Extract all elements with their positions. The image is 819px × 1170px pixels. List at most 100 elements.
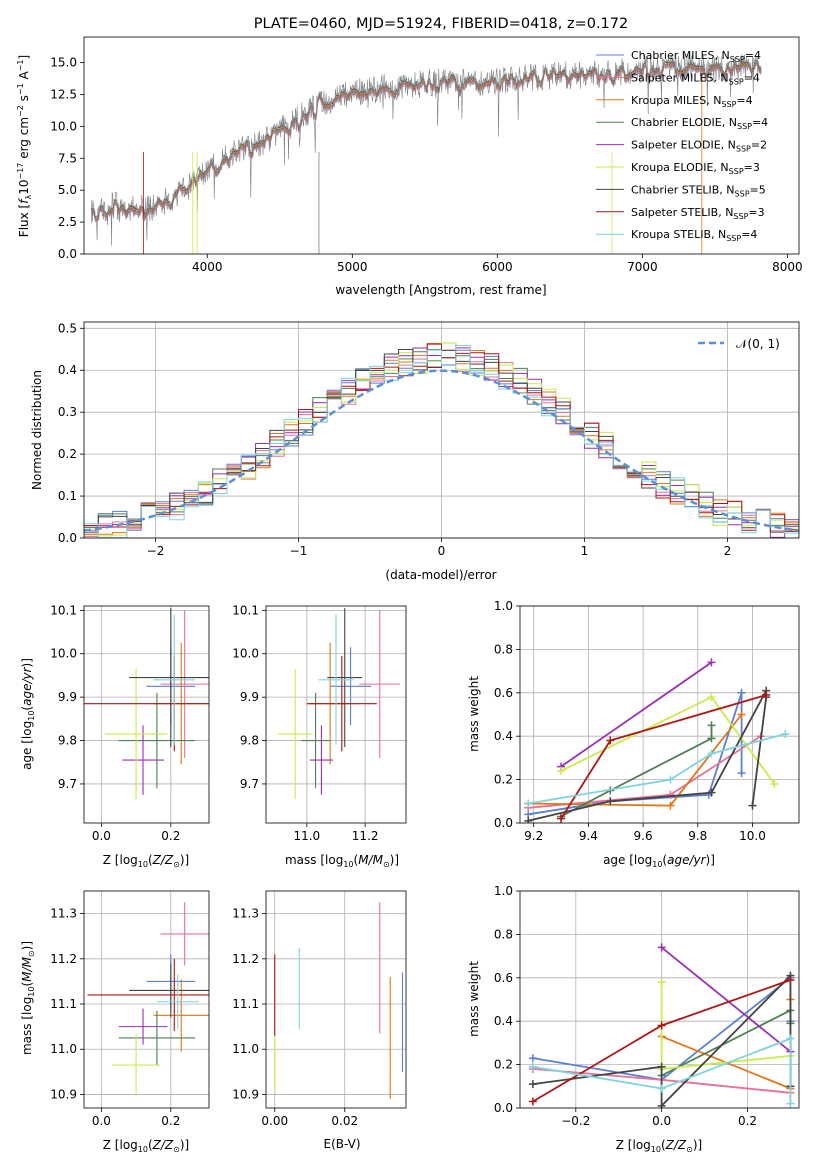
label-part: Chabrier MILES, N [631,49,730,62]
error-bar [156,974,199,1029]
label-part: −17 [16,163,25,180]
normed-distribution-panel: −2 −1 0 1 2 0.0 0.1 0.2 0.3 0.4 0.5 𝒩(0, 1) (data-mo… [30,321,800,582]
y-axis-label: Flux [fλ10−17 erg cm−2 s−1 A−1] [16,55,33,237]
plus-marker [557,814,566,823]
plot-area [274,902,404,1099]
label-part: Z/Z [152,1138,174,1152]
mass-weight-vs-Z-panel: −0.2 0.0 0.2 0.0 0.2 0.4 0.6 0.8 1.0 Z [log10(Z/Z… [467,884,800,1154]
y-tick-label: 0.6 [494,686,513,700]
error-bar [309,725,334,795]
y-tick-label: 0.2 [494,1058,513,1072]
error-bar [277,668,313,800]
label-part: =2 [751,139,767,152]
x-axis-label: E(B-V) [323,1137,360,1151]
plus-marker [666,790,675,799]
x-tick-label: 0 [438,544,446,558]
label-part: =4 [744,71,760,84]
plus-marker [707,749,716,758]
label-part: Z [log [616,1138,651,1152]
y-tick-label: 11.2 [50,952,77,966]
error-bar [153,614,196,745]
y-tick-label: 0.3 [58,405,77,419]
label-part: )] [180,1138,189,1152]
label-part: erg cm [17,117,31,163]
plus-marker [657,1084,666,1093]
label-part: Chabrier ELODIE, N [631,116,737,129]
label-part: Kroupa MILES, N [631,94,721,107]
plus-marker [666,801,675,810]
label-part: M/M [358,853,383,867]
mass-weight-line [661,999,792,1090]
y-tick-label: 9.7 [240,777,259,791]
error-bar [129,608,209,748]
x-tick-label: 10.0 [739,829,766,843]
label-part: Flux [ [17,204,31,237]
label-part: −1 [16,59,25,71]
label-part: ⊙ [27,950,36,957]
plus-marker [524,816,533,823]
label-part: 10 [27,986,36,996]
label-part: mass [log [285,853,343,867]
y-tick-label: 9.9 [240,690,259,704]
plus-marker [707,734,716,743]
error-bar [318,614,354,745]
x-tick-label: 9.8 [688,829,707,843]
plus-marker [762,690,771,699]
error-bar [160,610,209,758]
x-tick-label: 5000 [337,260,368,274]
plot-area [84,608,209,800]
legend-label: Chabrier MILES, NSSP=4 [631,49,761,64]
label-part: SSP [721,100,736,109]
label-part: 10 [138,860,148,869]
y-tick-label: 10.0 [232,647,259,661]
plus-marker [657,1062,666,1071]
plot-area [87,902,209,1097]
label-part: ⊙ [173,1145,180,1154]
y-tick-label: 2.5 [58,215,77,229]
label-part: 10 [343,860,353,869]
plus-marker [786,1034,795,1043]
label-part: )] [390,853,399,867]
y-tick-label: 11.0 [232,1042,259,1056]
label-part: ( [20,706,34,711]
label-part: ( [148,1138,153,1152]
x-axis-label: (data-model)/error [385,568,496,582]
y-axis-label: mass weight [467,961,481,1037]
y-tick-label: 10.9 [232,1087,259,1101]
plus-marker [606,797,615,806]
x-tick-label: 7000 [627,260,658,274]
label-part: SSP [737,122,752,131]
x-axis-label: Z [log10(Z/Z⊙)] [103,853,189,869]
model-spectrum [91,57,762,217]
label-part: age [log [20,721,34,770]
axes-frame [265,605,407,824]
label-part: Z [log [103,853,138,867]
grid [266,891,406,1108]
legend-label: Salpeter ELODIE, NSSP=2 [631,139,767,154]
y-tick-label: 0.8 [494,642,513,656]
axes-frame [83,36,800,255]
plus-marker [524,799,533,808]
plus-marker [786,1099,795,1108]
plus-marker [770,779,779,788]
axes-frame [519,890,800,1109]
y-tick-label: 0.6 [494,971,513,985]
label-part: SSP [730,55,745,64]
legend-label: Chabrier STELIB, NSSP=5 [631,183,766,198]
error-bar [330,647,371,726]
y-tick-label: 9.9 [58,690,77,704]
plus-marker [748,801,757,810]
plot-area [84,342,799,538]
y-tick-label: 9.8 [240,734,259,748]
label-part: )] [20,941,34,950]
x-tick-label: 2 [724,544,732,558]
x-tick-label: 6000 [482,260,513,274]
axes-frame [519,605,800,824]
label-part: age/yr [667,853,706,867]
y-tick-label: 11.1 [50,997,77,1011]
label-part: 10 [651,1145,661,1154]
label-part: =4 [741,228,757,241]
chart-title: PLATE=0460, MJD=51924, FIBERID=0418, z=0… [254,16,628,32]
label-part: ] [17,55,31,60]
